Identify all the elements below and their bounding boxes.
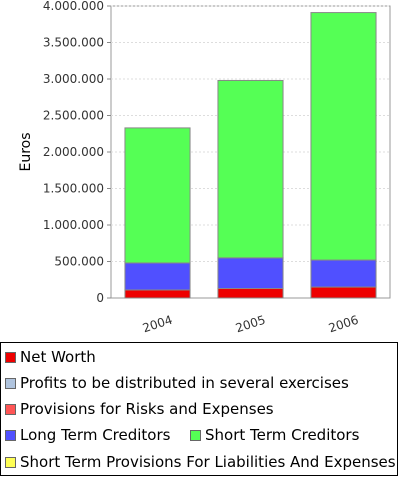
bar-segment xyxy=(124,289,191,299)
legend-swatch xyxy=(5,351,16,363)
bars xyxy=(124,12,377,299)
legend-swatch xyxy=(190,429,201,441)
legend-label: Short Term Creditors xyxy=(205,426,360,444)
legend-label: Profits to be distributed in several exe… xyxy=(20,374,349,392)
legend-swatch xyxy=(5,456,16,468)
bar-segment xyxy=(217,288,284,299)
y-axis-ticks: 0 500.000 1.000.000 1.500.000 2.000.000 2.500… xyxy=(43,0,111,305)
legend-label: Net Worth xyxy=(20,348,96,366)
legend-item: Short Term Provisions For Liabilities An… xyxy=(5,452,396,472)
legend-item: Short Term Creditors xyxy=(190,425,359,445)
y-tick-label: 4.000.000 xyxy=(43,0,104,13)
bar-segment xyxy=(217,257,284,290)
y-tick-label: 1.000.000 xyxy=(43,218,104,232)
legend-label: Long Term Creditors xyxy=(20,426,171,444)
y-tick-label: 2.500.000 xyxy=(43,109,104,123)
legend-item: Provisions for Risks and Expenses xyxy=(5,399,274,419)
stacked-bar-chart: 0 500.000 1.000.000 1.500.000 2.000.000 2.500… xyxy=(18,0,391,336)
x-axis-ticks: 2004 2005 2006 xyxy=(141,313,360,336)
y-tick-label: 1.500.000 xyxy=(43,182,104,196)
y-tick-label: 500.000 xyxy=(54,255,104,269)
y-tick-label: 0 xyxy=(96,291,104,305)
bar-segment xyxy=(310,12,377,261)
x-tick-label: 2006 xyxy=(327,313,360,336)
bar-segment xyxy=(124,127,191,264)
legend-label: Short Term Provisions For Liabilities An… xyxy=(20,453,396,471)
x-tick-label: 2004 xyxy=(141,313,174,336)
y-axis-title: Euros xyxy=(18,132,34,171)
legend-item: Long Term Creditors xyxy=(5,425,170,445)
legend-swatch xyxy=(5,429,16,441)
legend-item: Net Worth xyxy=(5,347,96,367)
bar-segment xyxy=(310,286,377,299)
y-tick-label: 2.000.000 xyxy=(43,145,104,159)
legend-swatch xyxy=(5,377,16,389)
bar-segment xyxy=(217,79,284,259)
legend-swatch xyxy=(5,403,16,415)
legend-label: Provisions for Risks and Expenses xyxy=(20,400,274,418)
y-tick-label: 3.000.000 xyxy=(43,72,104,86)
y-tick-label: 3.500.000 xyxy=(43,36,104,50)
legend: Net Worth Profits to be distributed in se… xyxy=(0,342,398,476)
bar-segment xyxy=(310,259,377,288)
bar-segment xyxy=(124,262,191,291)
x-tick-label: 2005 xyxy=(234,313,267,336)
legend-item: Profits to be distributed in several exe… xyxy=(5,373,349,393)
